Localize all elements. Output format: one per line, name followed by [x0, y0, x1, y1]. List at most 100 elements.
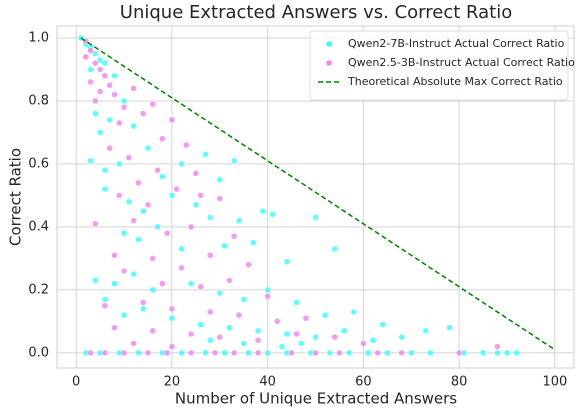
point: [135, 179, 142, 187]
point: [283, 258, 291, 265]
point: [120, 103, 128, 111]
point: [192, 201, 200, 209]
legend-marker: [325, 59, 333, 67]
point: [149, 255, 156, 262]
point: [101, 72, 109, 80]
point: [340, 327, 348, 335]
point: [264, 286, 271, 294]
x-tick-label: 60: [355, 375, 372, 390]
point: [302, 314, 310, 322]
point: [115, 192, 123, 199]
point: [178, 245, 185, 253]
point: [503, 349, 511, 357]
point: [111, 72, 118, 80]
point: [211, 349, 219, 357]
point: [130, 122, 137, 130]
point: [159, 135, 166, 142]
point: [398, 333, 405, 341]
point: [364, 349, 372, 357]
point: [101, 59, 109, 67]
point: [494, 343, 501, 350]
point: [216, 289, 224, 297]
point: [101, 296, 109, 303]
point: [422, 327, 429, 335]
point: [168, 314, 176, 322]
x-axis-label: Number of Unique Extracted Answers: [175, 390, 457, 408]
point: [235, 311, 243, 319]
point: [101, 349, 109, 357]
point: [183, 141, 190, 149]
point: [350, 308, 358, 316]
point: [513, 349, 520, 357]
legend-label: Qwen2-7B-Instruct Actual Correct Ratio: [348, 37, 565, 50]
point: [168, 116, 176, 124]
point: [206, 214, 214, 221]
point: [264, 349, 271, 357]
point: [125, 198, 133, 205]
point: [87, 349, 94, 357]
point: [226, 277, 233, 284]
point: [130, 270, 137, 278]
point: [96, 129, 104, 136]
point: [331, 333, 338, 341]
chart-title: Unique Extracted Answers vs. Correct Rat…: [120, 2, 512, 23]
point: [130, 85, 137, 92]
point: [139, 207, 147, 215]
legend-label: Theoretical Absolute Max Correct Ratio: [347, 75, 563, 88]
point: [135, 236, 142, 243]
point: [192, 170, 200, 177]
point: [187, 330, 195, 338]
point: [326, 349, 334, 357]
y-tick-label: 0.8: [28, 93, 49, 108]
y-tick-label: 0.2: [28, 282, 49, 297]
point: [144, 349, 152, 357]
point: [398, 349, 405, 357]
point: [240, 296, 247, 303]
point: [96, 66, 104, 73]
point: [283, 330, 291, 338]
point: [96, 56, 104, 64]
point: [139, 305, 147, 313]
point: [120, 229, 128, 237]
point: [106, 116, 113, 124]
point: [87, 66, 94, 73]
point: [226, 324, 233, 331]
point: [111, 324, 118, 331]
point: [154, 223, 161, 231]
point: [336, 349, 343, 357]
point: [293, 299, 300, 306]
point: [494, 349, 501, 357]
legend-label: Qwen2.5-3B-Instruct Actual Correct Ratio: [348, 56, 575, 69]
point: [139, 299, 147, 306]
point: [269, 211, 276, 218]
point: [178, 264, 185, 272]
point: [144, 201, 152, 209]
point: [187, 280, 195, 287]
point: [120, 349, 128, 357]
point: [163, 349, 171, 357]
point: [202, 151, 209, 158]
point: [230, 233, 238, 240]
point: [120, 267, 128, 275]
y-tick-label: 1.0: [28, 30, 49, 45]
point: [111, 252, 118, 259]
point: [197, 321, 204, 328]
point: [101, 302, 109, 309]
point: [92, 59, 99, 67]
point: [111, 280, 118, 287]
point: [178, 160, 185, 168]
point: [159, 173, 166, 180]
point: [254, 327, 262, 335]
point: [230, 349, 238, 357]
point: [101, 166, 109, 174]
point: [206, 308, 214, 316]
point: [240, 340, 247, 347]
point: [427, 349, 434, 357]
point: [92, 220, 99, 228]
point: [178, 349, 185, 357]
point: [288, 349, 295, 357]
x-tick-label: 40: [259, 375, 276, 390]
point: [92, 110, 99, 117]
point: [130, 217, 137, 224]
